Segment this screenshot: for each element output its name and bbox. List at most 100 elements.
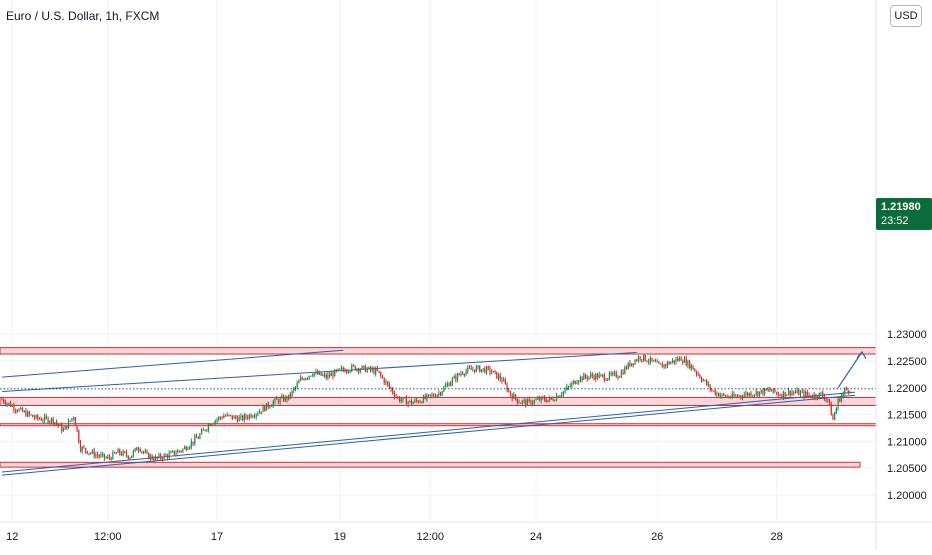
candle-body: [733, 393, 735, 397]
candle-body: [190, 441, 192, 447]
currency-button[interactable]: USD: [890, 5, 922, 27]
candle-body: [586, 377, 588, 379]
candle-body: [712, 390, 715, 392]
candle-body: [810, 395, 812, 398]
candle-body: [122, 451, 124, 456]
candle-body: [711, 389, 713, 391]
candle-body: [393, 393, 396, 397]
candle-body: [175, 453, 177, 455]
candle-body: [513, 394, 515, 399]
candle-body: [617, 377, 619, 379]
candle-body: [581, 376, 583, 380]
candle-body: [281, 396, 283, 399]
candle-body: [566, 386, 568, 390]
candle-body: [262, 406, 264, 413]
candle-body: [257, 413, 259, 415]
x-tick-label: 12:00: [94, 531, 122, 543]
candle-body: [687, 360, 689, 366]
candle-body: [390, 387, 392, 390]
candle-body: [820, 392, 822, 394]
candle-body: [91, 450, 94, 453]
x-tick-label: 24: [530, 531, 542, 543]
candle-body: [380, 372, 382, 376]
bar-countdown: 23:52: [881, 215, 909, 227]
candle-body: [334, 369, 336, 377]
candle-body: [156, 456, 158, 458]
candle-body: [236, 417, 239, 422]
candle-body: [753, 394, 756, 396]
candle-body: [837, 399, 839, 408]
candle-body: [238, 417, 240, 422]
sr-zone-1: [0, 347, 877, 355]
x-tick-label: 19: [334, 531, 346, 543]
x-tick-label: 17: [211, 531, 223, 543]
candle-body: [398, 397, 401, 402]
symbol-title[interactable]: Euro / U.S. Dollar, 1h, FXCM: [6, 9, 160, 23]
candle-body: [612, 373, 614, 375]
candle-body: [78, 430, 80, 443]
candle-body: [153, 458, 155, 461]
candle-body: [416, 400, 418, 402]
candle-body: [114, 452, 116, 454]
candle-body: [695, 371, 698, 374]
candle-body: [615, 372, 617, 378]
candle-body: [158, 454, 160, 458]
candle-body: [637, 356, 640, 361]
candle-body: [723, 394, 725, 396]
candle-body: [632, 363, 634, 365]
candle-body: [293, 388, 295, 391]
candle-body: [387, 381, 389, 384]
candle-body: [26, 411, 29, 417]
candle-body: [770, 390, 773, 392]
candle-body: [678, 357, 680, 361]
candle-body: [576, 382, 578, 384]
candle-body: [622, 371, 624, 374]
candle-body: [13, 405, 15, 410]
candle-body: [289, 394, 291, 397]
candle-body: [149, 455, 152, 460]
candle-body: [318, 372, 320, 375]
candle-body: [214, 420, 216, 424]
candle-body: [54, 422, 56, 424]
candle-body: [327, 374, 329, 379]
x-tick-label: 12:00: [416, 531, 444, 543]
candle-body: [613, 372, 616, 374]
candle-body: [834, 413, 836, 420]
candle-body: [267, 403, 269, 408]
candle-body: [105, 457, 107, 459]
candle-body: [33, 417, 36, 419]
candle-body: [665, 364, 667, 366]
candle-body: [81, 447, 83, 451]
candle-body: [339, 368, 341, 370]
candle-body: [552, 399, 554, 401]
candle-body: [514, 394, 517, 399]
candle-body: [69, 420, 71, 422]
candle-body: [608, 373, 611, 379]
candle-body: [400, 399, 402, 402]
candle-body: [535, 399, 537, 401]
candle-body: [144, 451, 146, 453]
candle-body: [212, 423, 215, 425]
candle-body: [226, 414, 228, 417]
candle-body: [545, 400, 547, 402]
candle-body: [816, 397, 819, 399]
candle-body: [160, 454, 162, 459]
candle-body: [642, 355, 645, 361]
candle-body: [335, 369, 338, 371]
candle-body: [644, 355, 646, 361]
overlays: [0, 350, 876, 390]
candle-body: [90, 452, 92, 454]
candle-body: [28, 411, 30, 415]
candle-body: [6, 403, 8, 405]
candle-body: [32, 414, 34, 418]
candle-body: [561, 394, 563, 396]
candle-body: [219, 417, 221, 419]
candle-body: [741, 396, 744, 398]
trendline-4: [1, 394, 856, 476]
candle-body: [344, 370, 346, 373]
candle-body: [827, 399, 829, 401]
candle-body: [480, 369, 483, 372]
